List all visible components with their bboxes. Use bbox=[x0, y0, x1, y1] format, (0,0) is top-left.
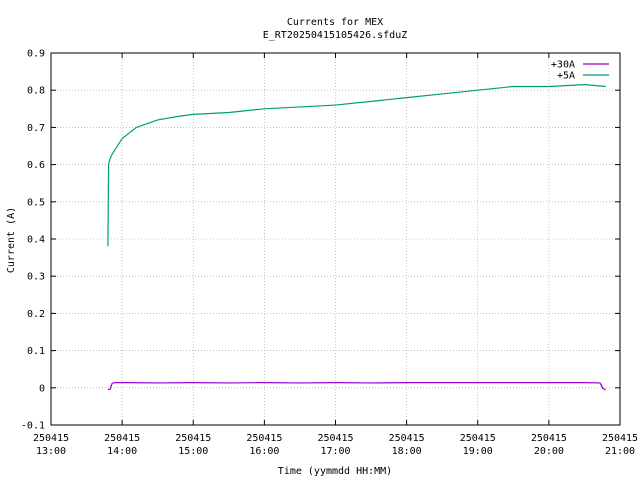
y-tick-label: 0.4 bbox=[27, 235, 45, 246]
x-tick-label-time: 21:00 bbox=[605, 446, 635, 457]
chart-title: Currents for MEX bbox=[287, 17, 383, 28]
x-tick-label-date: 250415 bbox=[104, 433, 140, 444]
y-tick-label: 0.6 bbox=[27, 160, 45, 171]
x-axis-label: Time (yymmdd HH:MM) bbox=[278, 466, 392, 477]
y-tick-label: 0.1 bbox=[27, 346, 45, 357]
y-tick-label: 0.5 bbox=[27, 197, 45, 208]
x-tick-label-date: 250415 bbox=[460, 433, 496, 444]
y-tick-label: 0 bbox=[39, 383, 45, 394]
grid bbox=[50, 52, 621, 426]
y-tick-label: 0.7 bbox=[27, 123, 45, 134]
series-area bbox=[107, 84, 606, 391]
x-tick-label-date: 250415 bbox=[389, 433, 425, 444]
x-tick-label-date: 250415 bbox=[246, 433, 282, 444]
x-tick-label-time: 16:00 bbox=[249, 446, 279, 457]
x-tick-label-time: 13:00 bbox=[36, 446, 66, 457]
x-tick-label-time: 19:00 bbox=[463, 446, 493, 457]
y-tick-label: 0.2 bbox=[27, 309, 45, 320]
y-tick-label: 0.3 bbox=[27, 272, 45, 283]
x-tick-label-date: 250415 bbox=[602, 433, 638, 444]
legend: +30A+5A bbox=[551, 60, 609, 82]
x-tick-label-time: 14:00 bbox=[107, 446, 137, 457]
chart-subtitle: E_RT20250415105426.sfduZ bbox=[263, 30, 408, 41]
x-tick-label-time: 15:00 bbox=[178, 446, 208, 457]
series-line-1 bbox=[107, 84, 606, 247]
y-axis-label: Current (A) bbox=[6, 207, 17, 273]
y-tick-label: 0.9 bbox=[27, 49, 45, 60]
x-tick-label-time: 18:00 bbox=[392, 446, 422, 457]
x-tick-label-date: 250415 bbox=[531, 433, 567, 444]
legend-label: +30A bbox=[551, 60, 575, 71]
y-tick-label: 0.8 bbox=[27, 86, 45, 97]
x-tick-label-time: 20:00 bbox=[534, 446, 564, 457]
ticks: -0.1 0 0.1 0.2 0.3 0.4 0.5 0.6 0.7 0.8 0.9 250415 13… bbox=[21, 49, 638, 458]
x-tick-label-date: 250415 bbox=[175, 433, 211, 444]
x-tick-label-time: 17:00 bbox=[320, 446, 350, 457]
y-tick-label: -0.1 bbox=[21, 421, 45, 432]
x-tick-label-date: 250415 bbox=[317, 433, 353, 444]
legend-label: +5A bbox=[557, 71, 575, 82]
series-line-0 bbox=[107, 381, 606, 391]
x-tick-label-date: 250415 bbox=[33, 433, 69, 444]
